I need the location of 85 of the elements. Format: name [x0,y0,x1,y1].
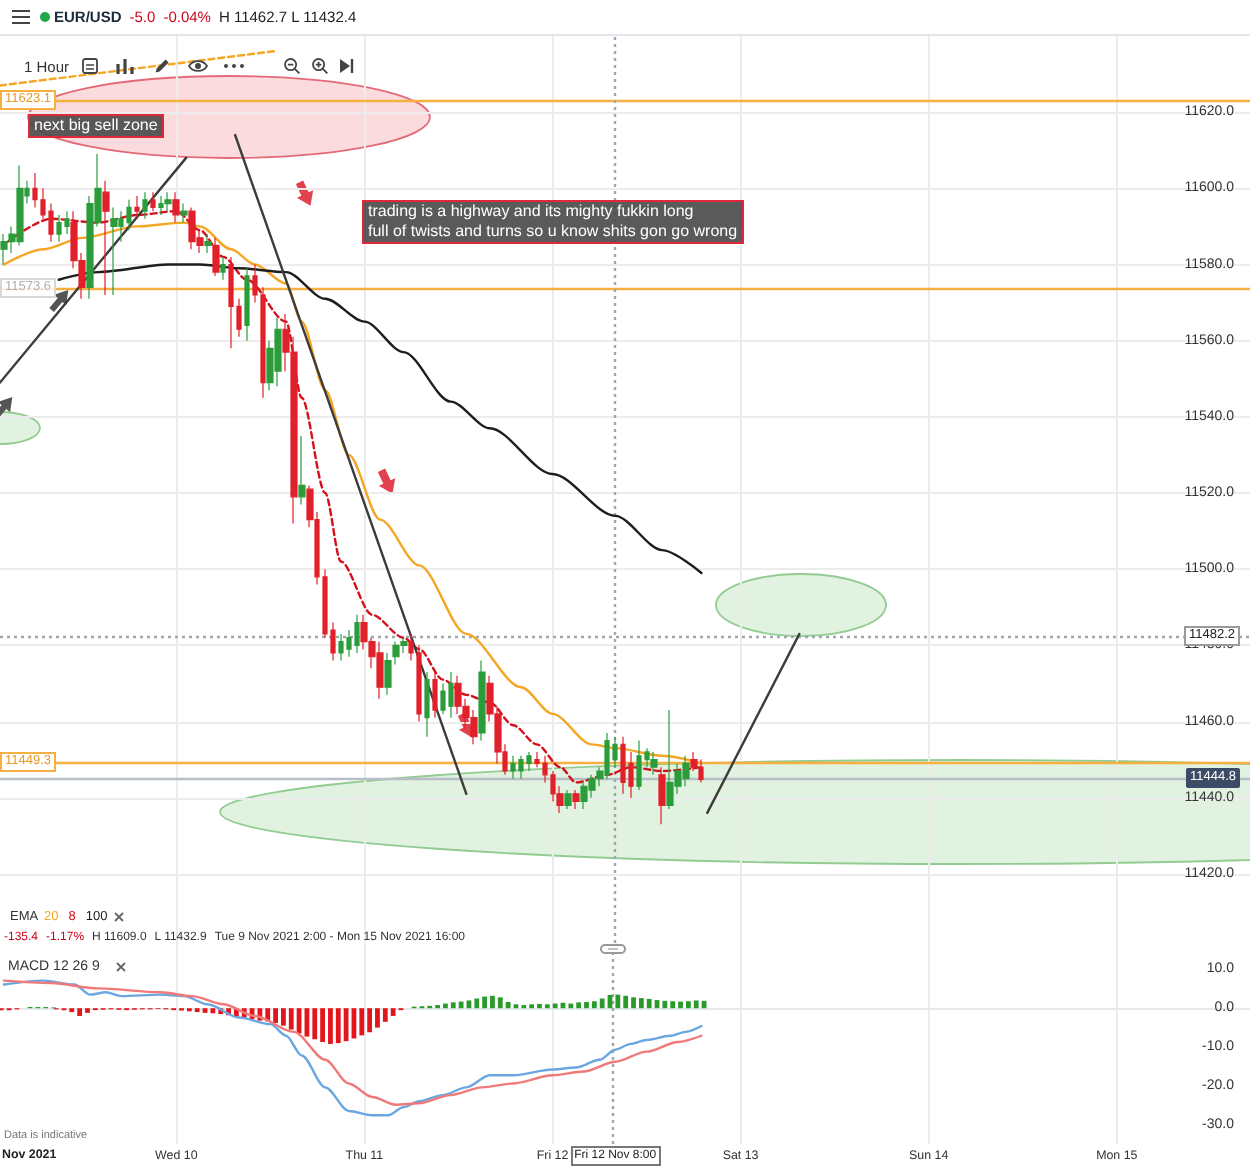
candlestick [564,789,572,810]
bar [685,1001,691,1009]
candlestick [424,671,430,738]
candlestick [298,435,306,506]
candlestick [0,233,8,266]
bar [638,998,644,1009]
candlestick [220,256,226,281]
candlestick [604,732,610,780]
candlestick [102,180,110,296]
bar [662,1000,668,1009]
bar [288,1008,294,1030]
candlestick [518,755,524,780]
candlestick [448,671,454,719]
bar [474,998,480,1009]
bar [576,1002,582,1009]
bar [458,1001,464,1009]
bar [615,994,621,1009]
candlestick [228,256,234,349]
bar [375,1008,380,1028]
bar [335,1008,341,1044]
candlestick [432,671,438,719]
bar [328,1008,333,1044]
candlestick [338,633,344,662]
bar [568,1003,574,1009]
candlestick [164,191,172,212]
bar [382,1008,388,1022]
candlestick [376,640,384,700]
bar [591,1001,597,1009]
annotation: trading is a highway and its mighty fukkin long full of twists and turns so u know shits gon go wrong [362,200,744,244]
candlestick [526,751,532,772]
candlestick [180,202,188,224]
bar [359,1008,365,1036]
bar [210,1008,216,1014]
bar [631,997,636,1009]
bar [390,1008,396,1016]
bar [443,1003,448,1009]
bar [77,1008,83,1016]
candlestick [16,164,24,247]
bar [584,1001,589,1009]
bar [450,1002,456,1009]
bar [623,995,629,1009]
bar [320,1008,325,1042]
bar [599,998,605,1009]
candlestick [204,233,212,254]
bar [482,996,488,1009]
candlestick [478,659,486,742]
bar [312,1008,318,1040]
candlestick [580,781,588,810]
candlestick [142,191,148,220]
candlestick [572,789,580,810]
candlestick [650,751,658,776]
bar [367,1008,373,1033]
candlestick [134,195,140,220]
candlestick [150,191,156,212]
bar [505,1001,511,1009]
candlestick [636,739,642,791]
bar [693,1000,699,1009]
candlestick [56,214,62,243]
candlestick [110,206,118,296]
candlestick [188,206,196,250]
candlestick [658,766,666,825]
candlestick [682,755,690,787]
line-series [57,263,703,575]
bar [552,1003,558,1009]
candlestick [666,709,674,810]
candlestick [244,267,250,342]
bar [670,1001,676,1009]
bar [273,1008,278,1023]
candlestick [158,195,164,216]
annotation: next big sell zone [28,114,164,138]
bar [490,995,495,1009]
bar [497,997,503,1009]
candlestick [354,614,360,654]
bar [537,1003,542,1009]
bar [646,998,652,1009]
candlestick [172,191,180,224]
candlestick [212,237,220,277]
bar [343,1008,349,1042]
candlestick [510,755,516,780]
bar [281,1008,286,1026]
candlestick [698,758,704,784]
candlestick [620,736,626,795]
candlestick [64,210,70,235]
bar [678,1001,683,1009]
candlestick [274,317,282,387]
